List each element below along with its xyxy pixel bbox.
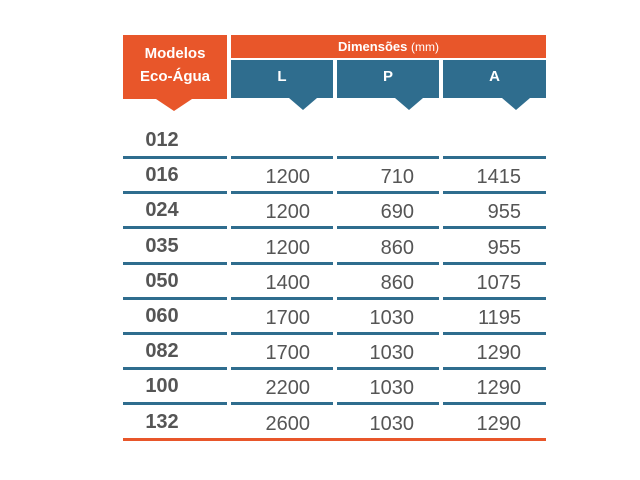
dimension-cell-l: 2200 (265, 377, 311, 399)
dimensions-label: Dimensões (338, 39, 408, 54)
separator-segment (443, 226, 546, 229)
separator-segment (443, 402, 546, 405)
separator-segment (337, 262, 439, 265)
separator-segment (231, 226, 333, 229)
row-separator (123, 156, 546, 159)
dimension-cell-p: 710 (380, 166, 414, 188)
model-cell: 024 (145, 199, 179, 221)
separator-segment (443, 156, 546, 159)
dimension-cell-l: 1200 (265, 201, 311, 223)
separator-segment (231, 402, 333, 405)
separator-segment (123, 402, 227, 405)
model-cell: 082 (145, 340, 179, 362)
separator-segment (123, 156, 227, 159)
model-cell: 060 (145, 305, 179, 327)
row-separator (123, 438, 546, 441)
dimension-cell-a: 955 (487, 201, 521, 223)
separator-segment (337, 191, 439, 194)
models-header-line2: Eco-Água (139, 68, 210, 85)
separator-segment (123, 332, 227, 335)
dimension-cell-p: 1030 (369, 307, 415, 329)
row-separator (123, 402, 546, 405)
dimension-cell-a: 1195 (477, 307, 521, 329)
row-separator (123, 332, 546, 335)
row-separator (123, 297, 546, 300)
dimension-cell-l: 1400 (265, 272, 311, 294)
dimension-cell-l: 1200 (265, 166, 311, 188)
separator-segment (123, 226, 227, 229)
column-header-l: L (231, 60, 333, 98)
column-header-a: A (443, 60, 546, 98)
separator-segment (443, 191, 546, 194)
separator-segment (337, 226, 439, 229)
models-header-line1: Modelos (144, 45, 206, 62)
dimension-cell-a: 1415 (476, 166, 522, 188)
separator-segment (337, 297, 439, 300)
separator-segment (443, 262, 546, 265)
dimension-cell-l: 2600 (265, 413, 311, 435)
dimension-cell-p: 860 (380, 272, 414, 294)
dimensions-unit: (mm) (411, 40, 439, 54)
row-separator (123, 367, 546, 370)
separator-segment (123, 367, 227, 370)
separator-segment (443, 297, 546, 300)
separator-segment (123, 191, 227, 194)
dimension-cell-p: 1030 (369, 377, 415, 399)
column-header-l-arrow (289, 98, 317, 110)
model-cell: 012 (145, 129, 179, 151)
separator-segment (443, 367, 546, 370)
dimension-cell-l: 1200 (265, 237, 311, 259)
models-header-arrow (156, 99, 192, 111)
dimension-cell-p: 1030 (369, 413, 415, 435)
dimension-cell-a: 1075 (476, 272, 522, 294)
separator-segment (231, 191, 333, 194)
column-header-p: P (337, 60, 439, 98)
separator-segment (337, 332, 439, 335)
dimension-cell-l: 1700 (265, 307, 311, 329)
separator-segment (337, 402, 439, 405)
separator-segment (337, 156, 439, 159)
column-header-a-arrow (502, 98, 530, 110)
dimension-cell-p: 690 (380, 201, 414, 223)
separator-segment (231, 297, 333, 300)
row-separator (123, 191, 546, 194)
model-cell: 100 (145, 375, 179, 397)
separator-segment (123, 262, 227, 265)
row-separator (123, 262, 546, 265)
dimension-cell-a: 1290 (476, 342, 522, 364)
model-cell: 132 (145, 411, 179, 433)
dimension-cell-a: 1290 (476, 413, 522, 435)
dimension-cell-l: 1700 (265, 342, 311, 364)
separator-segment (337, 367, 439, 370)
separator-segment (123, 297, 227, 300)
dimension-cell-a: 955 (487, 237, 521, 259)
dimension-cell-p: 1030 (369, 342, 415, 364)
model-cell: 050 (145, 270, 179, 292)
model-cell: 016 (145, 164, 179, 186)
separator-segment (443, 332, 546, 335)
dimension-cell-p: 860 (380, 237, 414, 259)
separator-segment (231, 332, 333, 335)
column-header-p-arrow (395, 98, 423, 110)
models-header: Modelos Eco-Água (123, 35, 227, 99)
separator-segment (231, 262, 333, 265)
dimensions-header: Dimensões (mm) (231, 35, 546, 58)
separator-segment (123, 438, 546, 441)
dimension-cell-a: 1290 (476, 377, 522, 399)
separator-segment (231, 367, 333, 370)
row-separator (123, 226, 546, 229)
model-cell: 035 (145, 235, 179, 257)
separator-segment (231, 156, 333, 159)
